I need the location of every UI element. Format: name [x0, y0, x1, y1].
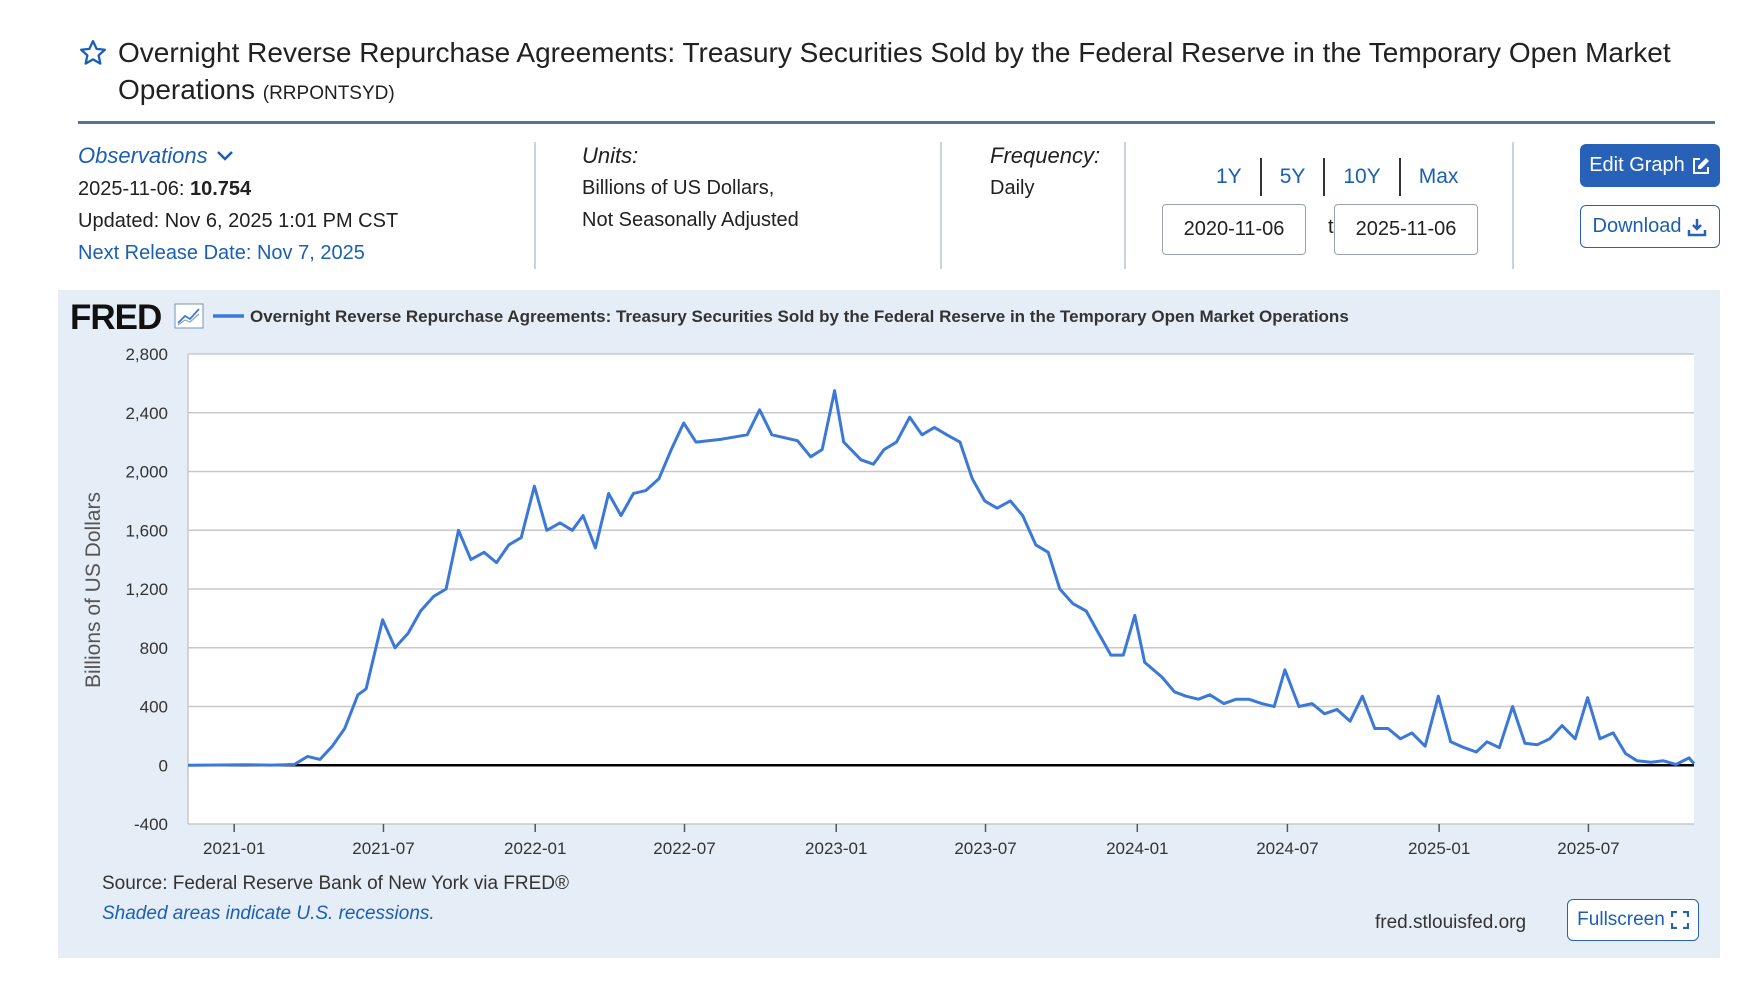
series-line[interactable]	[187, 389, 1696, 767]
range-1y-button[interactable]: 1Y	[1216, 165, 1242, 188]
x-tick-label: 2023-01	[805, 839, 867, 858]
units-label: Units:	[582, 143, 639, 168]
x-tick-label: 2022-01	[504, 839, 566, 858]
latest-date: 2025-11-06:	[78, 178, 185, 200]
range-10y-button[interactable]: 10Y	[1343, 165, 1381, 188]
grid-lines	[187, 353, 1694, 825]
divider	[1323, 158, 1326, 196]
y-tick-label: 2,800	[125, 345, 168, 364]
x-axis-ticks: 2021-01 2021-07 2022-01 2022-07 2023-01 2023-…	[203, 824, 1620, 858]
y-axis-ticks: 2,800 2,400 2,000 1,600 1,200 800 400 0 -400	[125, 345, 168, 834]
download-button[interactable]: Download	[1580, 205, 1720, 248]
latest-observation: 2025-11-06: 10.754	[78, 173, 398, 205]
x-tick-label: 2022-07	[653, 839, 715, 858]
series-title: Overnight Reverse Repurchase Agreements:…	[118, 37, 1671, 105]
divider	[1124, 142, 1126, 269]
latest-value: 10.754	[189, 178, 252, 200]
frequency-value: Daily	[990, 177, 1035, 199]
next-release-date[interactable]: Next Release Date: Nov 7, 2025	[78, 242, 365, 264]
page-title: Overnight Reverse Repurchase Agreements:…	[118, 34, 1718, 112]
observations-toggle[interactable]: Observations	[78, 140, 234, 172]
y-tick-label: 2,400	[125, 404, 168, 423]
y-tick-label: 2,000	[125, 463, 168, 482]
updated-text: Updated: Nov 6, 2025 1:01 PM CST	[78, 210, 399, 232]
end-date-input[interactable]: 2025-11-06	[1334, 204, 1478, 255]
fred-url: fred.stlouisfed.org	[1375, 912, 1527, 933]
edit-icon	[1692, 157, 1709, 174]
fullscreen-button[interactable]: Fullscreen	[1567, 899, 1699, 941]
y-tick-label: 1,600	[125, 521, 168, 540]
range-5y-button[interactable]: 5Y	[1279, 165, 1306, 188]
x-tick-label: 2021-01	[203, 839, 265, 858]
observations-label: Observations	[78, 143, 208, 168]
x-tick-label: 2025-01	[1408, 839, 1470, 858]
y-tick-label: 800	[140, 639, 168, 658]
fullscreen-icon	[1670, 911, 1689, 929]
units-line-1: Billions of US Dollars,	[582, 177, 775, 199]
header-divider	[78, 121, 1715, 124]
observations-panel: Observations 2025-11-06: 10.754 Updated:…	[78, 140, 398, 269]
x-tick-label: 2023-07	[954, 839, 1016, 858]
y-tick-label: 1,200	[125, 580, 168, 599]
series-id: (RRPONTSYD)	[262, 83, 395, 104]
start-date-input[interactable]: 2020-11-06	[1162, 204, 1306, 255]
fullscreen-label: Fullscreen	[1577, 909, 1665, 930]
page-header: Overnight Reverse Repurchase Agreements:…	[78, 34, 1718, 112]
divider	[534, 142, 536, 269]
frequency-panel: Frequency: Daily	[990, 140, 1100, 204]
frequency-label: Frequency:	[990, 143, 1101, 168]
divider	[1512, 142, 1514, 269]
range-selector: 1Y 5Y 10Y Max	[1198, 158, 1476, 196]
legend: Overnight Reverse Repurchase Agreements:…	[174, 303, 1349, 329]
divider	[1259, 158, 1262, 196]
y-tick-label: 0	[159, 756, 168, 775]
x-tick-label: 2024-07	[1256, 839, 1318, 858]
edit-graph-label: Edit Graph	[1589, 154, 1685, 176]
legend-label: Overnight Reverse Repurchase Agreements:…	[250, 307, 1349, 326]
download-icon	[1688, 218, 1707, 236]
y-tick-label: 400	[140, 698, 168, 717]
recession-note: Shaded areas indicate U.S. recessions.	[102, 903, 435, 924]
edit-graph-button[interactable]: Edit Graph	[1580, 144, 1720, 187]
fred-logo: FRED	[70, 298, 162, 337]
chevron-down-icon	[216, 151, 233, 161]
range-max-button[interactable]: Max	[1418, 165, 1459, 188]
y-axis-title: Billions of US Dollars	[82, 492, 105, 688]
divider	[940, 142, 942, 269]
y-tick-label: -400	[134, 815, 168, 834]
download-label: Download	[1592, 215, 1682, 237]
units-line-2: Not Seasonally Adjusted	[582, 209, 799, 231]
x-tick-label: 2024-01	[1106, 839, 1168, 858]
graph-icon[interactable]	[174, 303, 204, 329]
x-tick-label: 2025-07	[1557, 839, 1619, 858]
units-panel: Units: Billions of US Dollars, Not Seaso…	[582, 140, 799, 236]
source-note: Source: Federal Reserve Bank of New York…	[102, 873, 570, 894]
divider	[1398, 158, 1401, 196]
x-tick-label: 2021-07	[352, 839, 414, 858]
star-icon[interactable]	[78, 38, 108, 68]
